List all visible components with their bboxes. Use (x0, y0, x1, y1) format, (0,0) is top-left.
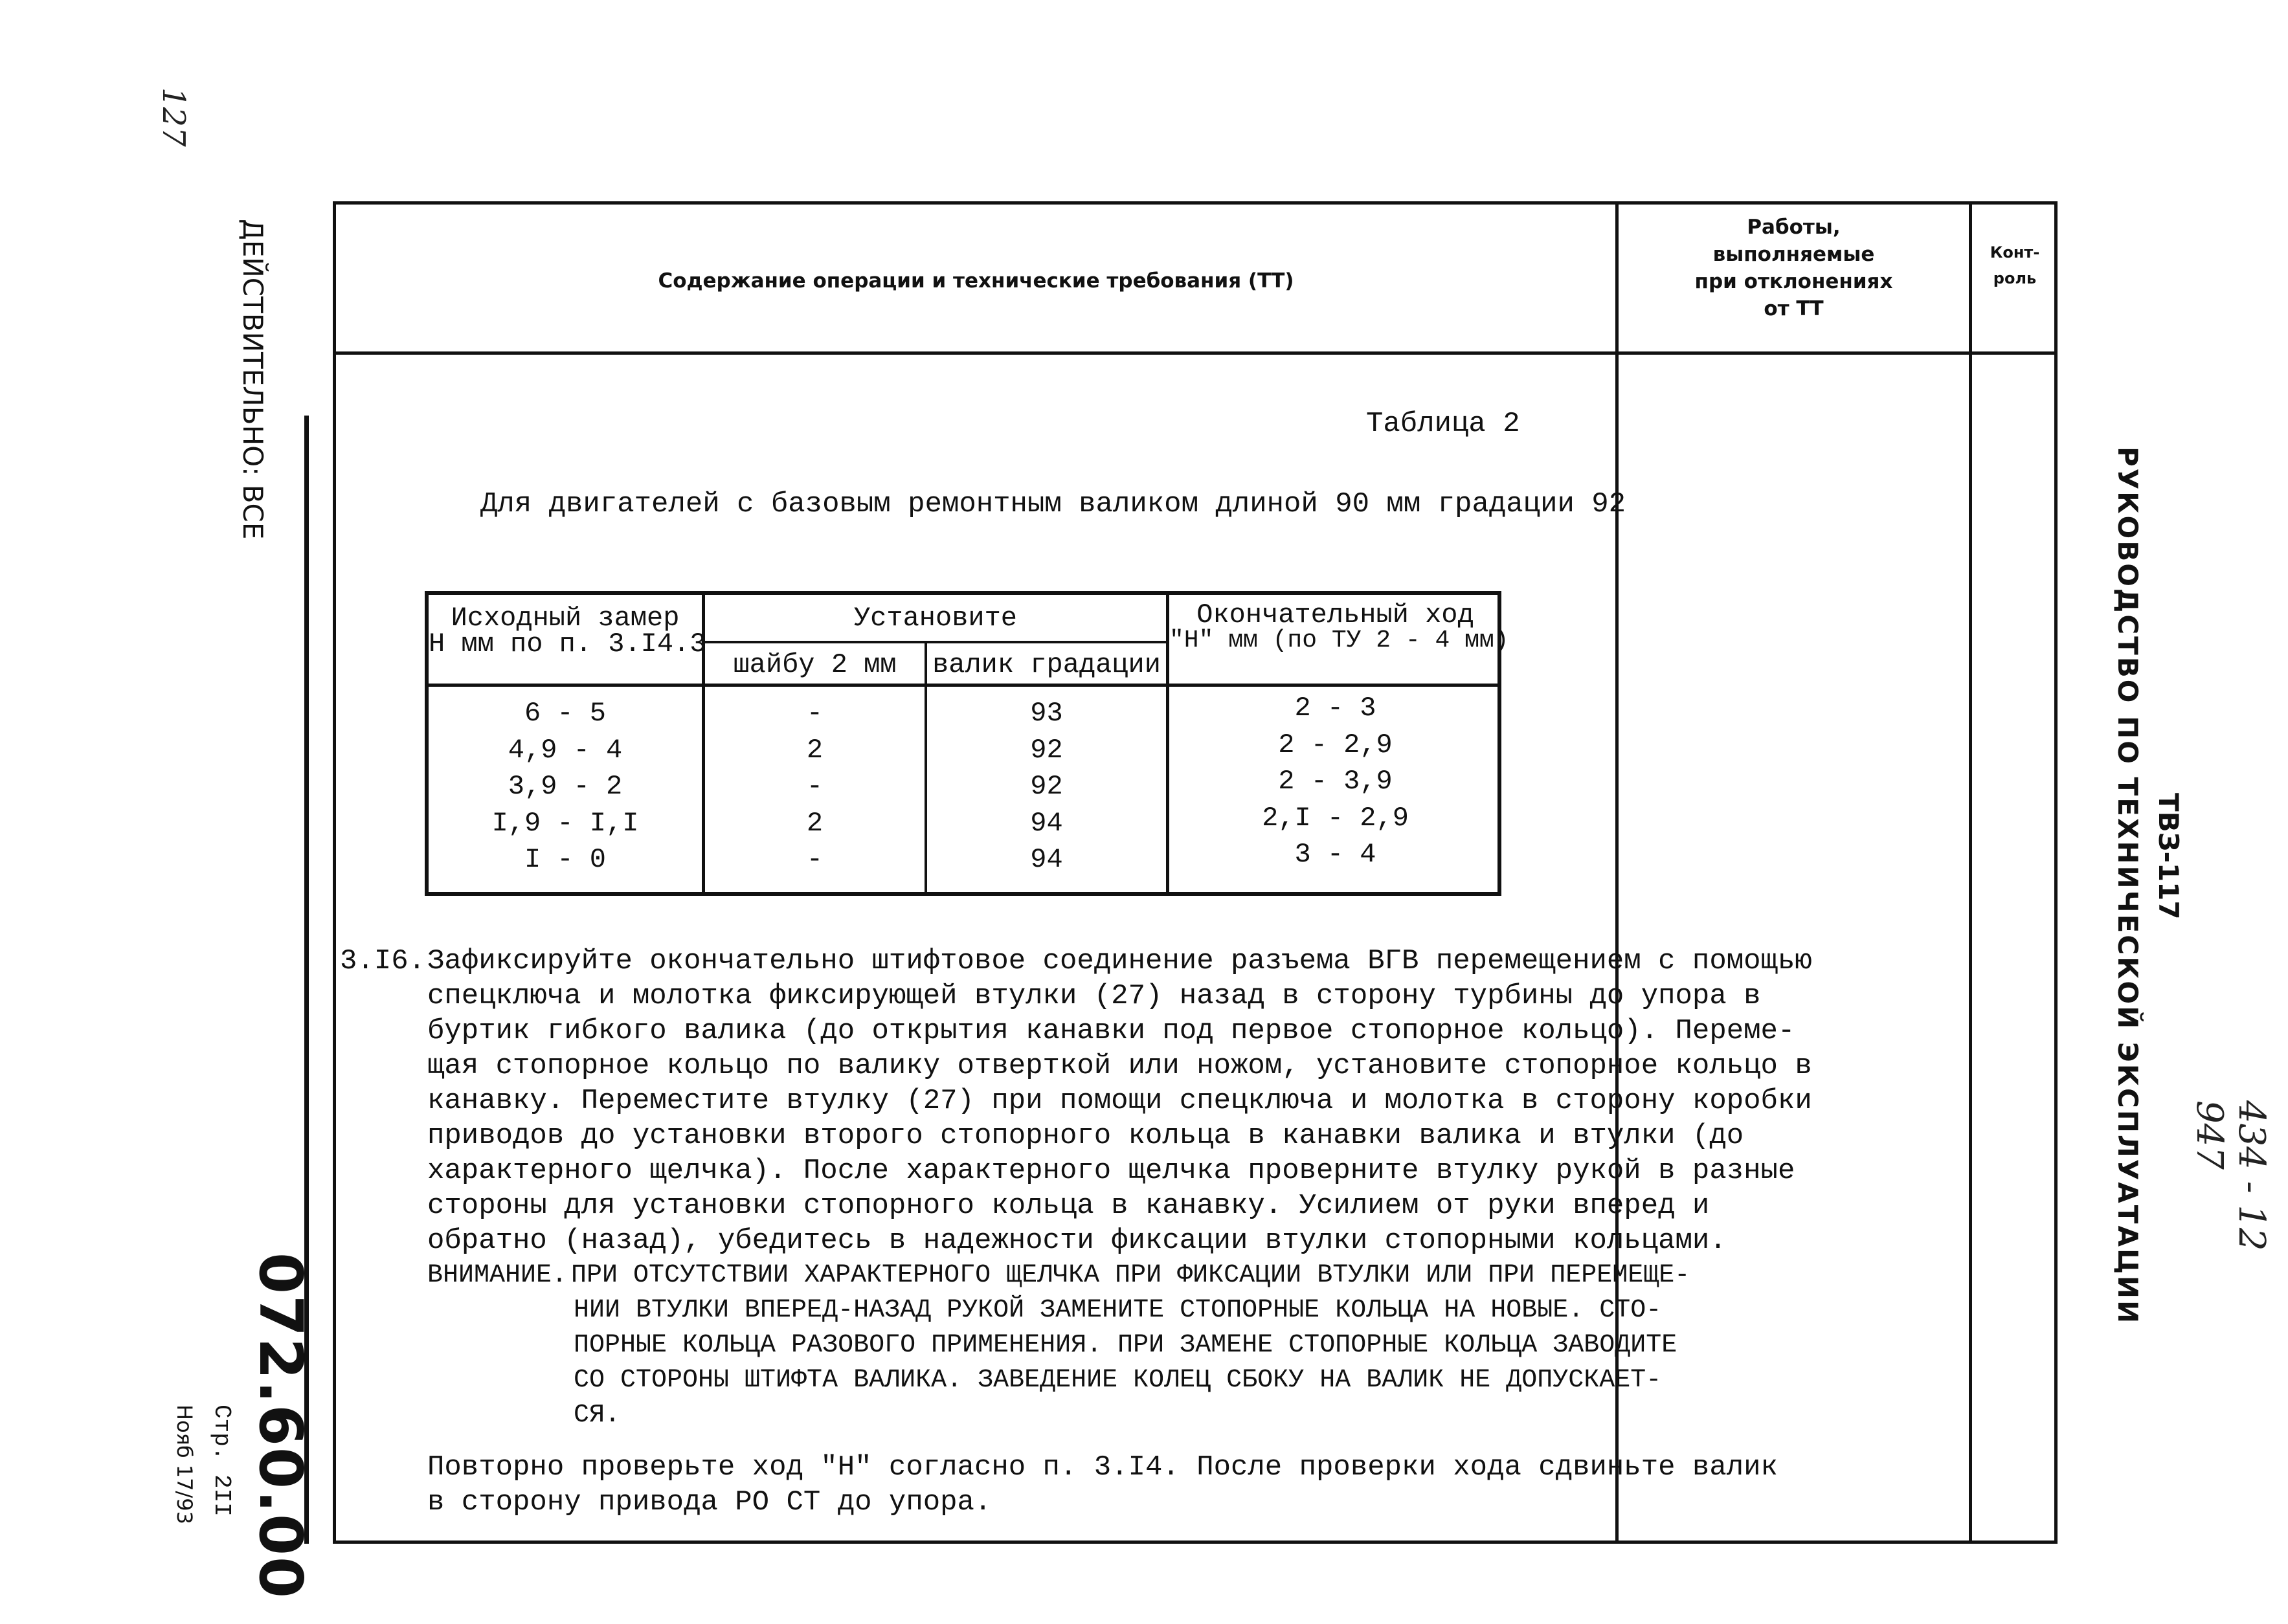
text-line: ПРИ ОТСУТСТВИИ ХАРАКТЕРНОГО ЩЕЛЧКА ПРИ Ф… (571, 1261, 1690, 1290)
table-cell: 94 (1030, 844, 1063, 875)
validity-stamp: ДЕЙСТВИТЕЛЬНО: ВСЕ (237, 219, 269, 540)
adjustment-table (425, 591, 1501, 896)
table-header-divider (425, 684, 1501, 687)
table-cell: 3,9 - 2 (508, 771, 623, 802)
table-subtitle: Для двигателей с базовым ремонтным валик… (480, 488, 1626, 520)
text-line: буртик гибкого валика (до открытия канав… (427, 1015, 1795, 1047)
table-cell: 2 (806, 735, 824, 766)
table-cell: - (806, 844, 824, 875)
col-header-washer: шайбу 2 мм (733, 649, 897, 680)
header-line: роль (1993, 269, 2037, 287)
table-cell: 2,I - 2,9 (1262, 803, 1409, 834)
manual-title: РУКОВОДСТВО ПО ТЕХНИЧЕСКОЙ ЭКСПЛУАТАЦИИ (2112, 447, 2144, 1326)
table-subheader-divider (703, 641, 1167, 643)
table-cell: 92 (1030, 735, 1063, 766)
header-line: от ТТ (1764, 297, 1824, 320)
table-caption: Таблица 2 (1366, 408, 1520, 440)
text-line: СО СТОРОНЫ ШТИФТА ВАЛИКА. ЗАВЕДЕНИЕ КОЛЕ… (574, 1366, 1662, 1395)
header-line: Конт- (1990, 243, 2040, 261)
text-line: стороны для установки стопорного кольца … (427, 1190, 1710, 1222)
table-cell: 93 (1030, 698, 1063, 729)
header-line: Работы, (1747, 216, 1841, 239)
table-col-divider (925, 642, 927, 896)
text-line: Зафиксируйте окончательно штифтовое соед… (427, 945, 1812, 977)
header-deviation-column: Работы, выполняемые при отклонениях от Т… (1619, 214, 1969, 322)
table-cell: I - 0 (524, 844, 607, 875)
final-paragraph: Повторно проверьте ход "Н" согласно п. 3… (427, 1450, 1778, 1520)
table-cell: 92 (1030, 771, 1063, 802)
text-line: щая стопорное кольцо по валику отверткой… (427, 1050, 1812, 1082)
text-line: СЯ. (574, 1401, 621, 1430)
header-content-column: Содержание операции и технические требов… (658, 269, 1294, 293)
warning-label: ВНИМАНИЕ. (427, 1261, 568, 1290)
revision-date: Нояб 17/93 (172, 1405, 197, 1525)
text-line: обратно (назад), убедитесь в надежности … (427, 1225, 1727, 1257)
page-number: Стр. 2II (208, 1405, 235, 1517)
col-header-shaft-grade: валик градации (932, 649, 1161, 680)
table-cell: 3 - 4 (1294, 839, 1376, 870)
table-col-divider (1166, 591, 1169, 896)
table-cell: I,9 - I,I (491, 808, 639, 839)
text-line: НИИ ВТУЛКИ ВПЕРЕД-НАЗАД РУКОЙ ЗАМЕНИТЕ С… (574, 1296, 1662, 1325)
text-line: приводов до установки второго стопорного… (427, 1120, 1744, 1152)
text-line: канавку. Переместите втулку (27) при пом… (427, 1085, 1812, 1117)
column-divider-deviations (1615, 201, 1619, 1544)
table-cell: 2 - 3,9 (1278, 766, 1393, 797)
form-frame (333, 201, 2058, 1544)
column-divider-control (1969, 201, 1972, 1544)
header-line: "Н" мм (по ТУ 2 - 4 мм) (1169, 627, 1509, 654)
section-body: Зафиксируйте окончательно штифтовое соед… (427, 944, 1812, 1258)
engine-model: ТВЗ-117 (2153, 793, 2184, 920)
text-line: характерного щелчка). После характерного… (427, 1155, 1795, 1187)
handwritten-line: 947 (2188, 1100, 2230, 1170)
handwritten-line: 434 - 12 (2230, 1100, 2272, 1251)
header-control-column: Конт- роль (1972, 239, 2058, 291)
text-line: в сторону привода РО СТ до упора. (427, 1486, 992, 1518)
document-number: 072.60.00 (246, 1252, 315, 1599)
header-line: Исходный замер (451, 603, 680, 634)
table-cell: 2 - 3 (1294, 693, 1376, 724)
handwritten-corner-number: 127 (155, 87, 192, 147)
table-cell: 2 (806, 808, 824, 839)
text-line: спецключа и молотка фиксирующей втулки (… (427, 980, 1761, 1012)
col-header-final-stroke: Окончательный ход "Н" мм (по ТУ 2 - 4 мм… (1169, 599, 1509, 654)
handwritten-note: 434 - 12 947 (2188, 1100, 2272, 1251)
table-col-divider (702, 591, 705, 896)
header-divider (333, 351, 2058, 355)
col-header-initial-measure: Исходный замер Н мм по п. 3.I4.3 (429, 603, 706, 660)
table-cell: 94 (1030, 808, 1063, 839)
table-cell: - (806, 771, 824, 802)
table-cell: 2 - 2,9 (1278, 729, 1393, 761)
col-header-install: Установите (853, 603, 1018, 634)
warning-body: ПРИ ОТСУТСТВИИ ХАРАКТЕРНОГО ЩЕЛЧКА ПРИ Ф… (571, 1258, 1690, 1433)
header-line: выполняемые (1712, 243, 1875, 266)
header-line: Н мм по п. 3.I4.3 (429, 628, 706, 660)
text-line: ПОРНЫЕ КОЛЬЦА РАЗОВОГО ПРИМЕНЕНИЯ. ПРИ З… (574, 1331, 1677, 1360)
margin-rule (304, 416, 309, 1544)
header-line: при отклонениях (1694, 270, 1893, 293)
table-cell: - (806, 698, 824, 729)
section-number: 3.I6. (340, 945, 426, 977)
table-cell: 4,9 - 4 (508, 735, 623, 766)
table-cell: 6 - 5 (524, 698, 607, 729)
text-line: Повторно проверьте ход "Н" согласно п. 3… (427, 1451, 1778, 1484)
header-line: Окончательный ход (1196, 599, 1474, 630)
